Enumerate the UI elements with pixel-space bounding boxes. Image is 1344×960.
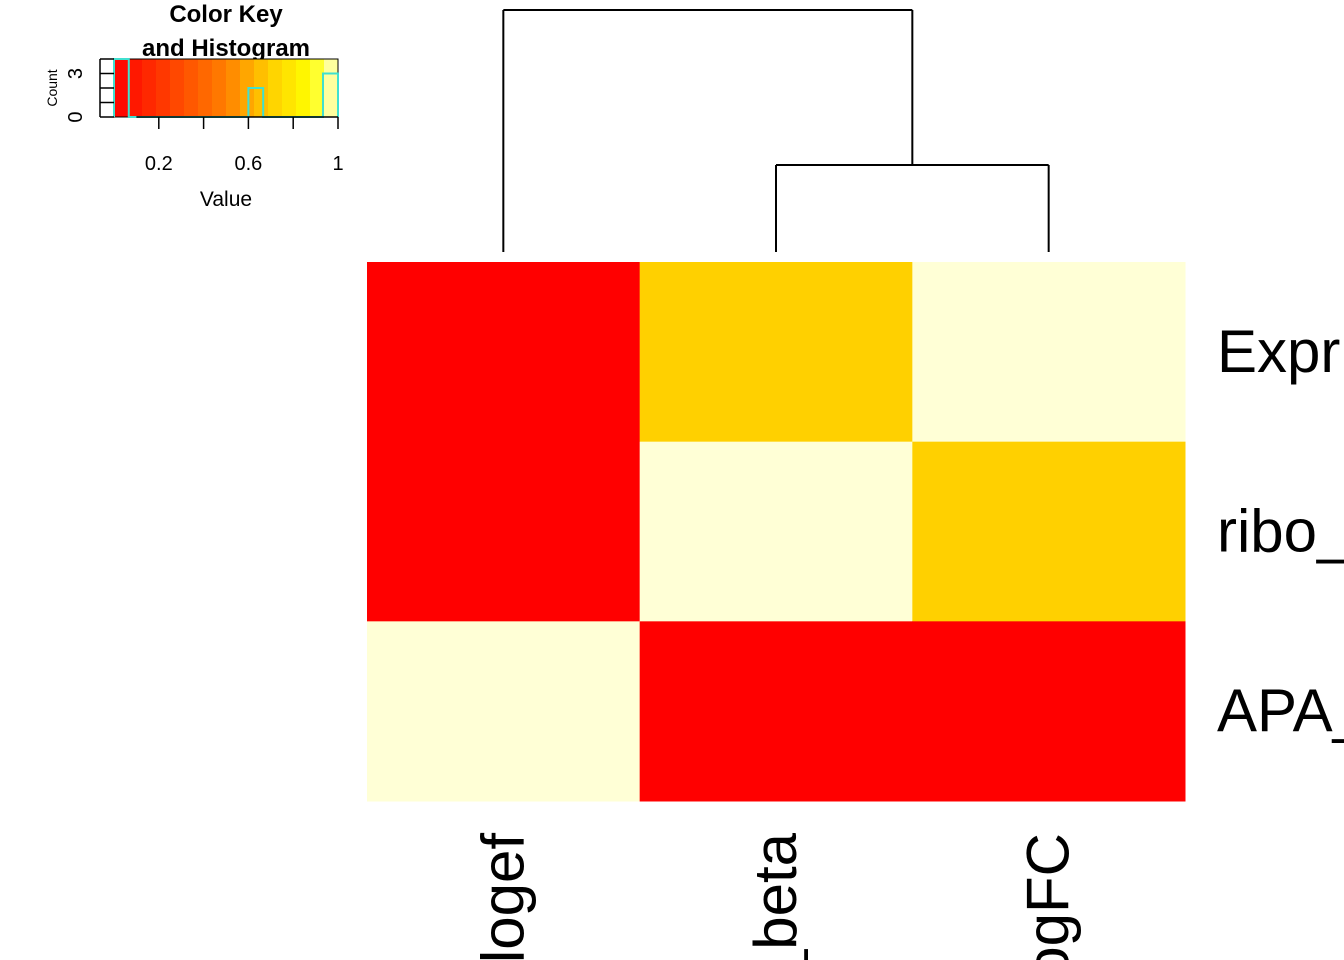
- color-key-title-line2: and Histogram: [142, 35, 310, 62]
- heatmap-cell: [912, 621, 1186, 802]
- color-key-band: [156, 59, 171, 117]
- heatmap-cell: [639, 262, 913, 443]
- heatmap-cell: [639, 441, 913, 622]
- row-label: APA_: [1217, 677, 1344, 744]
- row-labels: Expr ribo_ APA_: [1217, 318, 1344, 744]
- color-key-band: [170, 59, 185, 117]
- row-label: Expr: [1217, 318, 1340, 385]
- color-key: Color Key and Histogram 0.2 0.6 103 Count …: [44, 1, 344, 211]
- color-key-band: [184, 59, 199, 117]
- color-key-y-tick-label: 0: [65, 111, 87, 122]
- color-key-band: [240, 59, 255, 117]
- column-label: logef: [469, 833, 536, 960]
- column-dendrogram: [502, 9, 1050, 252]
- heatmap-cells: [367, 262, 1186, 802]
- color-key-band: [282, 59, 297, 117]
- color-key-band: [198, 59, 213, 117]
- color-key-x-tick-label: 0.2: [145, 153, 173, 175]
- heatmap-cell: [912, 441, 1186, 622]
- color-key-ylabel: Count: [44, 69, 60, 106]
- color-key-histogram: [113, 58, 339, 118]
- color-key-band: [114, 59, 129, 117]
- color-key-title-line1: Color Key: [169, 1, 283, 28]
- color-key-band: [296, 59, 311, 117]
- color-key-axes: 0.2 0.6 1 0 3: [65, 58, 344, 175]
- heatmap-cell: [367, 262, 641, 443]
- color-key-band: [212, 59, 227, 117]
- color-key-band: [226, 59, 241, 117]
- color-key-band: [268, 59, 283, 117]
- color-key-y-tick-label: 3: [65, 68, 87, 79]
- color-key-xlabel: Value: [200, 188, 252, 211]
- row-label: ribo_: [1217, 498, 1344, 565]
- color-key-x-tick-label: 0.6: [234, 153, 262, 175]
- heatmap-cell: [639, 621, 913, 802]
- color-key-band: [128, 59, 143, 117]
- color-key-band: [310, 59, 325, 117]
- color-key-x-tick-label: 1: [332, 153, 343, 175]
- heatmap-cell: [367, 441, 641, 622]
- column-label: _beta: [742, 832, 809, 960]
- color-key-gradient: [113, 58, 339, 118]
- heatmap-cell: [912, 262, 1186, 443]
- heatmap-cell: [367, 621, 641, 802]
- color-key-band: [142, 59, 157, 117]
- histogram-line: [113, 58, 339, 118]
- column-label: ogFC: [1015, 833, 1082, 960]
- column-labels: logef _beta ogFC: [469, 832, 1081, 960]
- color-key-band: [324, 59, 339, 117]
